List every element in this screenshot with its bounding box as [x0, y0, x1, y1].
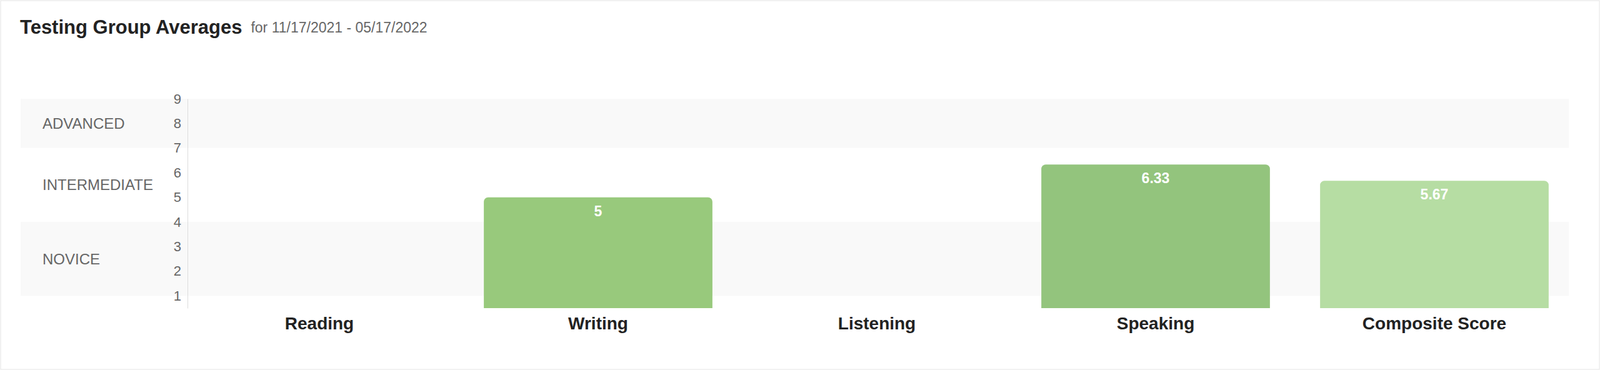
y-tick: 4 — [173, 214, 188, 230]
data-label: 5 — [594, 203, 603, 220]
y-tick-label: 1 — [173, 288, 182, 304]
bar — [1320, 180, 1549, 309]
y-tick: 1 — [173, 288, 188, 304]
y-tick: 8 — [173, 115, 188, 132]
y-tick: 3 — [173, 238, 188, 255]
subtitle: for 11/17/2021 - 05/17/2022 — [250, 19, 427, 36]
y-tick: 7 — [173, 140, 188, 156]
data-label: 5.67 — [1420, 186, 1449, 203]
x-tick: Speaking — [1116, 308, 1195, 334]
band-label: ADVANCED — [42, 115, 125, 132]
bars — [483, 164, 1549, 309]
y-tick-label: 5 — [173, 189, 182, 205]
x-tick-label: Speaking — [1116, 313, 1195, 334]
y-axis-line — [187, 99, 189, 309]
y-tick: 6 — [173, 165, 188, 181]
y-tick-label: 7 — [173, 140, 182, 156]
x-tick-label: Writing — [568, 313, 629, 334]
y-tick-label: 3 — [173, 238, 182, 255]
x-tick: Writing — [568, 308, 629, 334]
title: Testing Group Averages — [20, 16, 242, 39]
bar — [483, 197, 713, 309]
x-tick: Composite Score — [1362, 308, 1507, 334]
y-tick: 2 — [173, 263, 188, 279]
y-tick: 9 — [173, 91, 188, 107]
y-tick: 5 — [173, 189, 188, 205]
frame — [0, 0, 1600, 370]
data-labels: 5 6.33 5.67 — [594, 170, 1449, 219]
chart: Testing Group Averages for 11/17/2021 - 0… — [0, 0, 1600, 370]
x-axis: Reading Writing Listening Speaking Composite… — [180, 308, 1575, 334]
x-tick-label: Composite Score — [1362, 313, 1507, 334]
x-axis-line — [180, 308, 1575, 309]
data-label: 6.33 — [1141, 170, 1170, 187]
band-label: NOVICE — [42, 250, 100, 268]
x-tick-label: Listening — [838, 313, 916, 334]
y-tick-label: 2 — [173, 263, 182, 279]
x-tick: Reading — [285, 308, 354, 334]
y-tick-label: 9 — [173, 91, 182, 107]
y-axis: 1 2 3 4 5 6 7 8 9 — [173, 91, 189, 309]
y-tick-label: 4 — [173, 214, 182, 230]
level-band — [20, 98, 1569, 149]
x-tick: Listening — [838, 308, 916, 334]
bar — [1041, 164, 1270, 309]
band-label: INTERMEDIATE — [42, 176, 154, 194]
x-tick-label: Reading — [285, 313, 354, 334]
y-tick-label: 6 — [173, 165, 182, 181]
y-tick-label: 8 — [173, 115, 182, 132]
